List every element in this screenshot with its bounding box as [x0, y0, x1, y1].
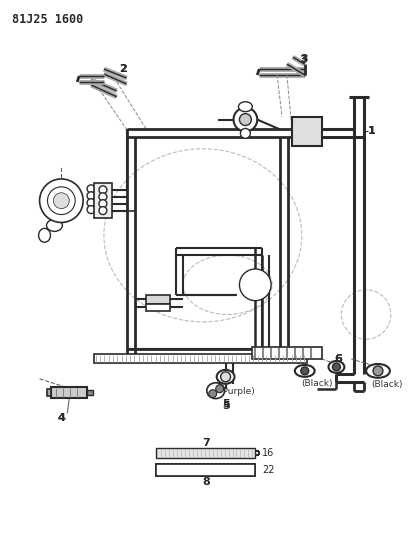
Text: 8: 8 [202, 477, 210, 487]
Ellipse shape [342, 290, 391, 339]
Text: 6: 6 [335, 354, 342, 364]
Text: 1: 1 [368, 126, 376, 136]
Bar [156, 464, 171, 476]
Text: (Black): (Black) [371, 380, 402, 389]
Text: 6: 6 [335, 354, 342, 364]
Bar [156, 448, 255, 458]
Ellipse shape [217, 370, 234, 384]
Bar [47, 389, 52, 395]
Circle shape [87, 206, 95, 214]
Text: 22: 22 [262, 465, 275, 475]
Bar [241, 464, 255, 476]
Circle shape [54, 193, 69, 208]
Text: 4: 4 [57, 414, 65, 423]
Text: 2: 2 [119, 64, 126, 74]
Bar [213, 464, 227, 476]
Text: 7: 7 [202, 438, 210, 448]
Bar [252, 347, 321, 359]
Circle shape [239, 269, 271, 301]
Bar [52, 387, 87, 398]
Circle shape [99, 193, 107, 201]
Bar [146, 304, 170, 311]
Ellipse shape [328, 361, 344, 373]
Text: 81J25 1600: 81J25 1600 [12, 13, 83, 26]
Text: 2: 2 [119, 64, 126, 74]
Circle shape [87, 192, 95, 200]
Ellipse shape [366, 364, 390, 378]
Circle shape [333, 363, 340, 371]
Circle shape [301, 367, 309, 375]
Circle shape [40, 179, 83, 222]
Bar [94, 354, 307, 363]
Circle shape [99, 207, 107, 215]
Ellipse shape [47, 220, 62, 231]
Bar [146, 295, 170, 304]
Circle shape [209, 390, 217, 398]
Circle shape [239, 114, 252, 125]
Circle shape [221, 372, 231, 382]
Circle shape [234, 108, 257, 132]
Circle shape [87, 185, 95, 193]
Bar [156, 464, 255, 476]
Circle shape [99, 200, 107, 208]
Ellipse shape [104, 149, 302, 322]
Text: (Purple): (Purple) [220, 387, 255, 396]
Circle shape [87, 199, 95, 207]
Text: 5: 5 [222, 400, 230, 410]
Bar [87, 390, 93, 394]
Bar [94, 183, 112, 217]
Ellipse shape [295, 365, 315, 377]
Text: 16: 16 [262, 448, 274, 458]
Circle shape [99, 186, 107, 194]
Ellipse shape [238, 102, 252, 111]
Ellipse shape [38, 229, 50, 243]
Bar [184, 464, 199, 476]
Text: 3: 3 [300, 54, 308, 64]
Text: 5: 5 [222, 399, 230, 409]
Circle shape [373, 366, 383, 376]
Ellipse shape [183, 255, 272, 314]
Text: 3: 3 [299, 55, 306, 65]
Text: 4: 4 [57, 414, 65, 423]
Text: 1: 1 [368, 126, 376, 136]
Bar [156, 464, 255, 476]
Circle shape [47, 187, 75, 215]
Text: (Black): (Black) [301, 379, 332, 388]
Ellipse shape [207, 383, 225, 399]
Circle shape [216, 385, 224, 393]
Bar [292, 117, 321, 146]
Circle shape [240, 128, 250, 139]
